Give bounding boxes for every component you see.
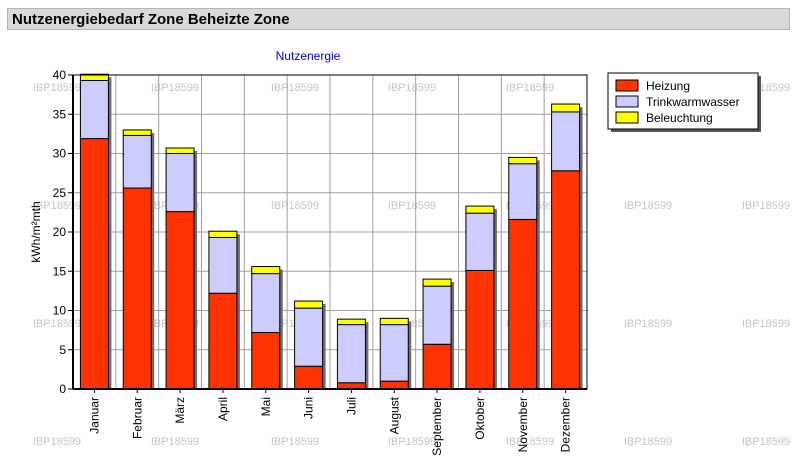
bar-trinkwarmwasser (165, 153, 195, 213)
chart-title: Nutzenergie (276, 49, 341, 63)
y-tick-label: 15 (53, 264, 67, 278)
y-tick-label: 0 (59, 382, 66, 396)
watermark-text: IBP18599 (506, 82, 554, 94)
bar-trinkwarmwasser (508, 163, 538, 220)
watermark-text: IBP18599 (33, 200, 81, 212)
bar-heizung (508, 218, 538, 390)
watermark-text: IBP18599 (624, 436, 672, 448)
bar-heizung (294, 365, 324, 390)
watermark-text: IBP18599 (271, 200, 319, 212)
legend-swatch (615, 95, 639, 108)
y-tick-label: 5 (59, 343, 66, 357)
bar-trinkwarmwasser (208, 236, 238, 294)
watermark-text: IBP18599 (151, 82, 199, 94)
watermark-text: IBP18599 (33, 436, 81, 448)
legend-label: Trinkwarmwasser (646, 95, 740, 109)
bar-trinkwarmwasser (122, 134, 152, 189)
x-tick-label: Dezember (559, 397, 573, 452)
bar-heizung (165, 211, 195, 390)
page-title: Nutzenergiebedarf Zone Beheizte Zone (12, 11, 290, 28)
bar-beleuchtung (79, 73, 109, 81)
x-tick-label: Mai (259, 397, 273, 416)
legend-swatch (615, 111, 639, 124)
bar-beleuchtung (294, 300, 324, 309)
x-tick-label: Juni (302, 397, 316, 419)
bar-heizung (122, 187, 152, 390)
bar-heizung (422, 343, 452, 390)
watermark-text: IBP18599 (388, 436, 436, 448)
bar-heizung (208, 292, 238, 390)
bar-beleuchtung (208, 230, 238, 238)
bar-beleuchtung (379, 317, 409, 326)
x-tick-label: November (516, 397, 530, 452)
watermark-text: IBP18599 (624, 318, 672, 330)
legend-swatch (615, 79, 639, 92)
bar-heizung (551, 170, 581, 390)
legend-label: Heizung (646, 79, 690, 93)
watermark-text: IBP18599 (388, 82, 436, 94)
y-tick-label: 25 (53, 186, 67, 200)
x-tick-label: September (430, 397, 444, 456)
x-tick-label: März (173, 397, 187, 424)
y-axis-label: kWh/m²mth (29, 201, 43, 262)
bar-trinkwarmwasser (379, 324, 409, 382)
bar-heizung (251, 331, 281, 390)
bar-heizung (79, 138, 109, 390)
bar-beleuchtung (251, 266, 281, 275)
y-tick-label: 40 (53, 68, 67, 82)
bar-heizung (379, 380, 409, 390)
x-tick-label: Februar (130, 397, 144, 439)
watermark-text: IBP18599 (742, 200, 790, 212)
bar-trinkwarmwasser (551, 111, 581, 172)
watermark-text: IBP18599 (151, 436, 199, 448)
bar-trinkwarmwasser (336, 324, 366, 384)
bar-beleuchtung (122, 129, 152, 136)
y-tick-label: 20 (53, 225, 67, 239)
x-tick-label: August (387, 396, 401, 434)
bar-beleuchtung (165, 147, 195, 155)
y-tick-label: 30 (53, 147, 67, 161)
watermark-text: IBP18599 (742, 318, 790, 330)
bar-beleuchtung (551, 103, 581, 113)
legend-label: Beleuchtung (646, 111, 713, 125)
bar-beleuchtung (422, 278, 452, 287)
bar-beleuchtung (508, 156, 538, 165)
watermark-text: IBP18599 (271, 82, 319, 94)
bar-trinkwarmwasser (465, 212, 495, 271)
plot-area: 0 5 10 15 20 25 30 35 40 Januar Februar März April Ma… (53, 68, 588, 456)
watermark-text: IBP18599 (271, 436, 319, 448)
watermark-text: IBP18599 (506, 436, 554, 448)
x-tick-label: Juli (344, 397, 358, 415)
legend: Heizung Trinkwarmwasser Beleuchtung (607, 72, 761, 132)
x-tick-label: Oktober (473, 397, 487, 440)
bar-trinkwarmwasser (251, 273, 281, 333)
x-tick-label: April (216, 397, 230, 421)
bar-beleuchtung (465, 205, 495, 214)
y-tick-label: 35 (53, 107, 67, 121)
y-tick-label: 10 (53, 304, 67, 318)
bar-trinkwarmwasser (422, 285, 452, 345)
bar-trinkwarmwasser (294, 307, 324, 367)
bar-beleuchtung (336, 318, 366, 326)
bar-trinkwarmwasser (79, 79, 109, 140)
watermark-text: IBP18599 (742, 436, 790, 448)
x-tick-label: Januar (87, 397, 101, 434)
watermark-text: IBP18599 (388, 200, 436, 212)
watermark-text: IBP18599 (624, 200, 672, 212)
bar-heizung (465, 269, 495, 390)
watermark-text: IBP18599 (33, 82, 81, 94)
watermark-text: IBP18599 (33, 318, 81, 330)
header-bar: Nutzenergiebedarf Zone Beheizte Zone (7, 8, 790, 30)
